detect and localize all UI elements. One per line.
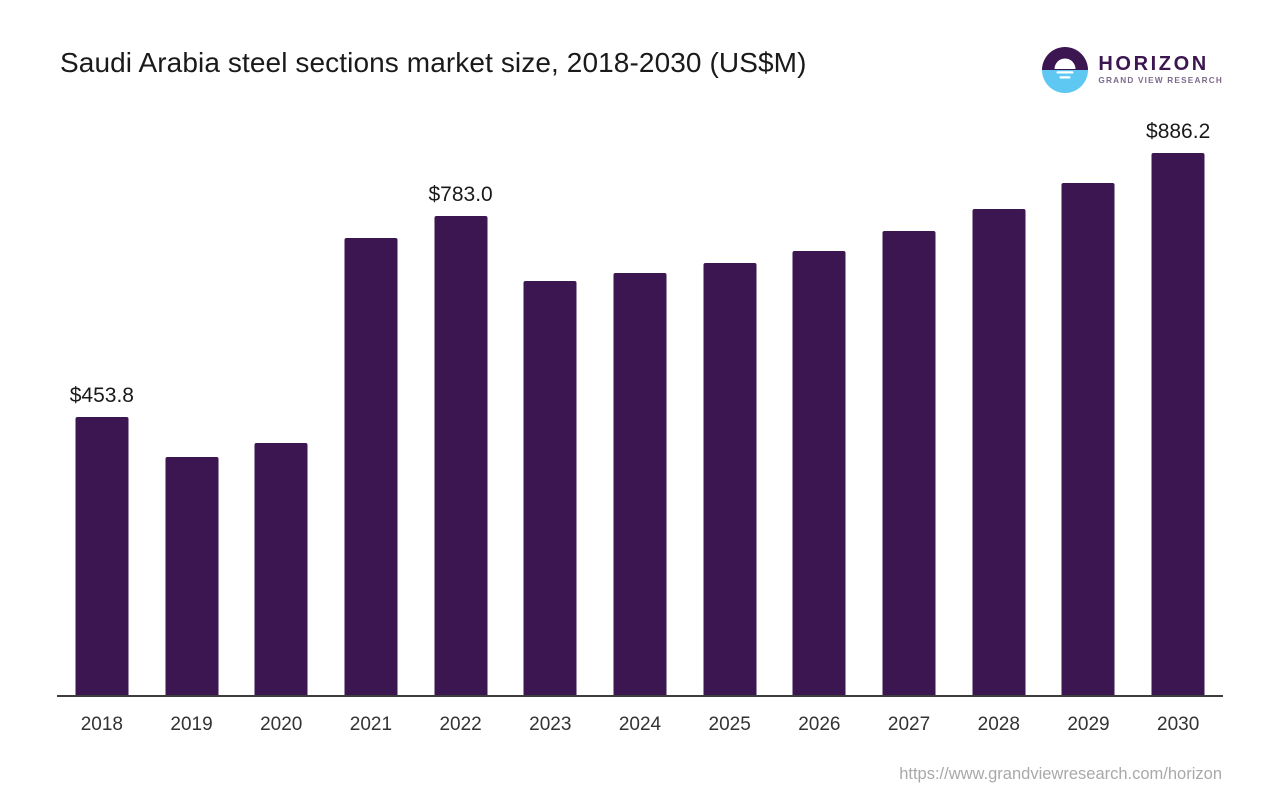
- bar-column-2025[interactable]: [685, 120, 775, 695]
- x-tick-2021: 2021: [349, 714, 393, 735]
- bar-column-2018[interactable]: $453.8: [57, 120, 147, 695]
- x-tick-2026: 2026: [798, 714, 841, 735]
- logo-tagline: GRAND VIEW RESEARCH: [1098, 76, 1223, 85]
- x-tick-2020: 2020: [260, 714, 303, 735]
- x-tick-2028: 2028: [977, 714, 1020, 735]
- source-url: https://www.grandviewresearch.com/horizo…: [899, 765, 1222, 783]
- x-tick-2019: 2019: [170, 714, 213, 735]
- x-axis-line: [57, 695, 1223, 697]
- bar-column-2024[interactable]: [595, 120, 685, 695]
- bar-2021[interactable]: [344, 237, 398, 695]
- bar-column-2026[interactable]: [775, 120, 865, 695]
- bar-column-2028[interactable]: [954, 120, 1044, 695]
- page-title: Saudi Arabia steel sections market size,…: [60, 47, 807, 78]
- logo-name: HORIZON: [1098, 53, 1209, 75]
- bar-2026[interactable]: [792, 250, 846, 695]
- bar-value-label-2030: $886.2: [1146, 119, 1211, 143]
- bar-2022[interactable]: [434, 216, 488, 695]
- x-tick-2025: 2025: [708, 714, 751, 735]
- bar-2023[interactable]: [523, 281, 577, 695]
- x-tick-2018: 2018: [80, 714, 123, 735]
- bar-2027[interactable]: [882, 231, 936, 695]
- bar-series: $453.8 $783.0 $886.2: [57, 120, 1223, 695]
- bar-column-2030[interactable]: $886.2: [1133, 120, 1223, 695]
- bar-2019[interactable]: [165, 456, 219, 695]
- bar-value-label-2022: $783.0: [428, 183, 493, 207]
- bar-column-2019[interactable]: [147, 120, 237, 695]
- bar-2024[interactable]: [613, 272, 667, 695]
- x-tick-2027: 2027: [887, 714, 931, 735]
- bar-2025[interactable]: [703, 263, 757, 695]
- bar-2020[interactable]: [254, 442, 308, 695]
- logo-wordmark: HORIZON GRAND VIEW RESEARCH: [1098, 54, 1223, 86]
- x-tick-2029: 2029: [1067, 714, 1110, 735]
- bar-column-2029[interactable]: [1044, 120, 1134, 695]
- bar-column-2020[interactable]: [236, 120, 326, 695]
- bar-2028[interactable]: [972, 208, 1026, 695]
- bar-column-2027[interactable]: [864, 120, 954, 695]
- bar-2030[interactable]: [1151, 152, 1205, 695]
- bar-value-label-2018: $453.8: [69, 384, 134, 408]
- bar-column-2022[interactable]: $783.0: [416, 120, 506, 695]
- horizon-logo: HORIZON GRAND VIEW RESEARCH: [1042, 47, 1223, 93]
- bar-column-2023[interactable]: [505, 120, 595, 695]
- x-axis-tick-labels: 2018 2019 2020 2021 2022 2023 2024 2025 2026 2027…: [57, 712, 1223, 742]
- plot-area: $453.8 $783.0 $886.2: [57, 120, 1223, 697]
- x-tick-2023: 2023: [529, 714, 572, 735]
- horizon-sunrise-circle-icon: [1042, 47, 1089, 93]
- x-tick-2024: 2024: [618, 714, 662, 735]
- bar-2018[interactable]: [75, 417, 129, 695]
- x-tick-2030: 2030: [1157, 714, 1200, 735]
- x-tick-2022: 2022: [439, 714, 482, 735]
- bar-2029[interactable]: [1061, 182, 1115, 695]
- bar-column-2021[interactable]: [326, 120, 416, 695]
